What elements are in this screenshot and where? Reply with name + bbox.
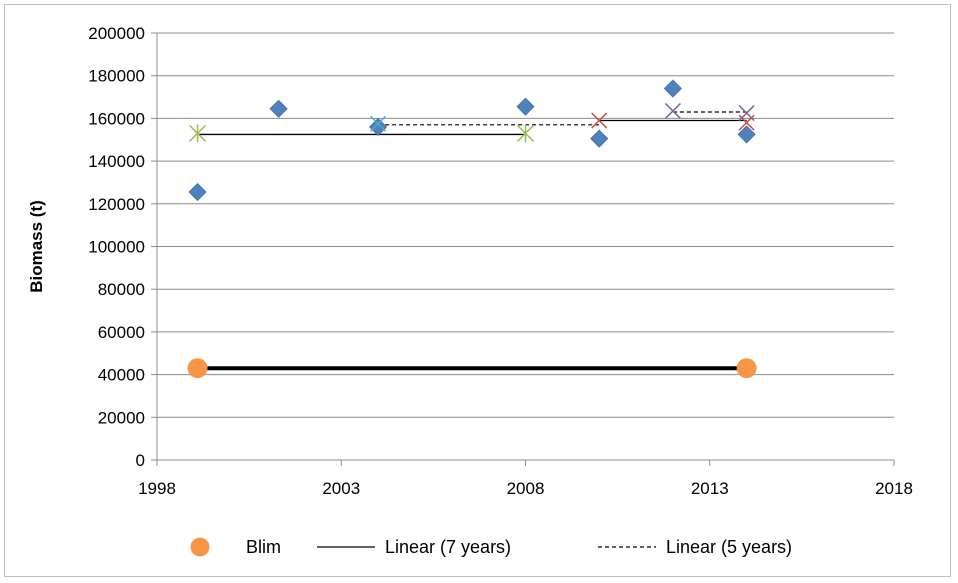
legend-label: Linear (7 years): [385, 537, 511, 557]
y-tick-labels: 0 20000 40000 60000 80000 100000 120000 140000 1…: [88, 24, 145, 470]
trend-lines: [197, 111, 747, 371]
cross-stroke: [370, 115, 387, 132]
point-diamond: [188, 182, 207, 202]
point-cross: [591, 112, 608, 129]
point-asterisk: [189, 124, 207, 143]
x-tick-label: 2013: [691, 479, 729, 498]
y-tick-label: 80000: [98, 280, 145, 299]
x-tick-label: 2008: [507, 479, 545, 498]
point-diamond: [369, 117, 388, 137]
chart-frame: [4, 4, 951, 577]
x-tick-label: 2018: [875, 479, 913, 498]
gridlines: [157, 32, 894, 418]
point-diamond: [590, 129, 609, 148]
y-tick-label: 140000: [88, 152, 145, 171]
x-tick-labels: 1998 2003 2008 2013 2018: [138, 479, 913, 498]
y-tick-label: 160000: [88, 109, 145, 128]
point-cross: [664, 102, 681, 119]
y-axis-label: Biomass (t): [27, 200, 46, 293]
y-tick-label: 200000: [88, 24, 145, 43]
legend: Blim Linear (7 years) Linear (5 years): [190, 537, 792, 557]
y-tick-label: 100000: [88, 238, 145, 257]
y-tick-label: 40000: [98, 366, 145, 385]
axes: [151, 32, 895, 466]
point-blim: [736, 358, 757, 379]
cross-stroke: [738, 105, 755, 122]
point-cross: [370, 115, 387, 132]
point-diamond: [737, 125, 756, 144]
legend-label: Linear (5 years): [666, 537, 792, 557]
y-tick-label: 20000: [98, 408, 145, 427]
y-tick-label: 180000: [88, 67, 145, 86]
x-tick-label: 1998: [138, 479, 176, 498]
point-cross: [738, 105, 755, 122]
y-tick-label: 60000: [98, 323, 145, 342]
x-tick-label: 2003: [322, 479, 360, 498]
y-tick-label: 120000: [88, 195, 145, 214]
point-diamond: [663, 79, 682, 98]
legend-label: Blim: [246, 537, 281, 557]
point-blim: [187, 358, 208, 379]
cross-stroke: [664, 102, 681, 119]
data-points: [187, 79, 757, 379]
cross-stroke: [591, 112, 608, 129]
point-asterisk: [516, 124, 535, 143]
point-diamond: [269, 99, 288, 118]
legend-swatch-blim: [190, 537, 210, 557]
point-diamond: [516, 97, 535, 116]
y-tick-label: 0: [136, 451, 145, 470]
